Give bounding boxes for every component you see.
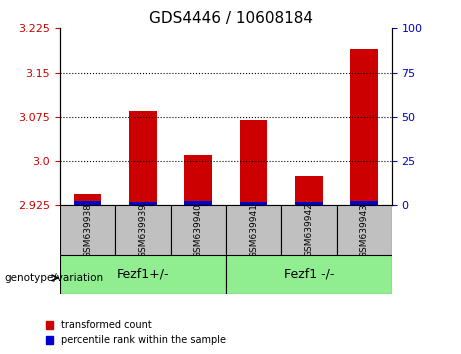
FancyBboxPatch shape <box>226 255 392 294</box>
Text: GSM639943: GSM639943 <box>360 202 369 258</box>
Bar <box>74 194 101 205</box>
Text: GDS4446 / 10608184: GDS4446 / 10608184 <box>148 11 313 25</box>
Bar <box>129 111 157 205</box>
Bar <box>184 155 212 205</box>
Text: GSM639938: GSM639938 <box>83 202 92 258</box>
FancyBboxPatch shape <box>337 205 392 255</box>
Text: Fezf1 -/-: Fezf1 -/- <box>284 268 334 281</box>
Text: genotype/variation: genotype/variation <box>5 273 104 283</box>
Bar <box>295 202 323 205</box>
Bar <box>240 120 267 205</box>
Bar <box>350 49 378 205</box>
FancyBboxPatch shape <box>60 205 115 255</box>
Text: GSM639941: GSM639941 <box>249 202 258 258</box>
Bar <box>184 201 212 205</box>
FancyBboxPatch shape <box>226 205 281 255</box>
FancyBboxPatch shape <box>60 255 226 294</box>
Legend: transformed count, percentile rank within the sample: transformed count, percentile rank withi… <box>42 316 230 349</box>
FancyBboxPatch shape <box>171 205 226 255</box>
Bar <box>295 176 323 205</box>
Bar <box>74 201 101 205</box>
Bar <box>129 202 157 205</box>
Bar <box>240 202 267 205</box>
Text: GSM639942: GSM639942 <box>304 203 313 257</box>
Text: GSM639940: GSM639940 <box>194 202 203 258</box>
Text: Fezf1+/-: Fezf1+/- <box>117 268 169 281</box>
FancyBboxPatch shape <box>115 205 171 255</box>
Text: GSM639939: GSM639939 <box>138 202 148 258</box>
FancyBboxPatch shape <box>281 205 337 255</box>
Bar <box>350 201 378 205</box>
